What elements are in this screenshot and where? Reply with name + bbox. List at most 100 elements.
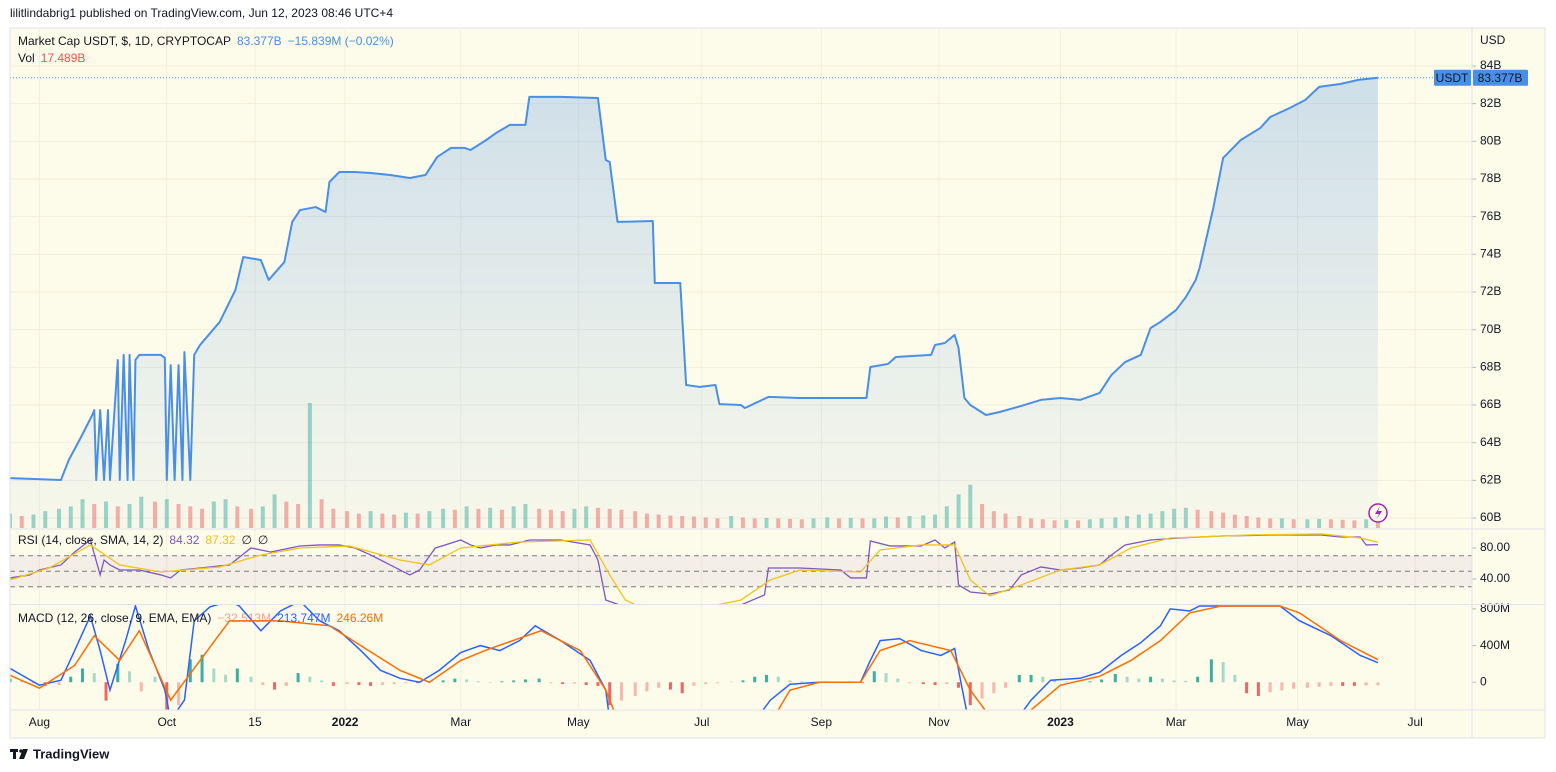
histogram-bar bbox=[1221, 662, 1225, 683]
y-tick-label: 70B bbox=[1480, 322, 1501, 336]
histogram-bar bbox=[633, 682, 637, 696]
legend-title: Vol bbox=[18, 51, 35, 65]
legend-title: MACD (12, 26, close, 9, EMA, EMA) bbox=[18, 611, 211, 625]
histogram-bar bbox=[1184, 680, 1188, 683]
histogram-bar bbox=[1292, 682, 1296, 689]
legend-value: 87.32 bbox=[205, 533, 235, 547]
histogram-bar bbox=[1160, 678, 1164, 683]
histogram-bar bbox=[1149, 676, 1153, 683]
footer-brand: TradingView bbox=[33, 746, 110, 761]
histogram-bar bbox=[235, 668, 239, 683]
legend-na: ∅ bbox=[241, 533, 251, 547]
histogram-bar bbox=[1233, 674, 1237, 683]
histogram-bar bbox=[224, 674, 228, 683]
histogram-bar bbox=[357, 682, 361, 685]
histogram-bar bbox=[1341, 682, 1345, 686]
histogram-bar bbox=[1364, 682, 1368, 686]
histogram-bar bbox=[1172, 680, 1176, 683]
x-tick-label: Mar bbox=[450, 715, 471, 729]
histogram-bar bbox=[1376, 682, 1380, 686]
histogram-bar bbox=[81, 668, 85, 683]
histogram-bar bbox=[692, 682, 696, 686]
histogram-bar bbox=[608, 682, 612, 706]
histogram-bar bbox=[500, 681, 504, 683]
histogram-bar bbox=[1064, 681, 1068, 683]
histogram-bar bbox=[1017, 674, 1021, 683]
histogram-bar bbox=[1305, 682, 1309, 688]
logo-part bbox=[13, 749, 16, 759]
histogram-bar bbox=[619, 682, 623, 701]
histogram-bar bbox=[584, 682, 588, 685]
histogram-bar bbox=[968, 682, 972, 706]
y-tick-label: 0 bbox=[1480, 674, 1487, 688]
histogram-bar bbox=[1100, 679, 1104, 683]
y-tick-label: 72B bbox=[1480, 284, 1501, 298]
macd-legend: MACD (12, 26, close, 9, EMA, EMA) −32.513… bbox=[18, 611, 383, 625]
histogram-bar bbox=[512, 680, 516, 683]
y-tick-label: 62B bbox=[1480, 473, 1501, 487]
rsi-legend: RSI (14, close, SMA, 14, 2) 84.32 87.32 ∅ ∅ bbox=[18, 533, 268, 547]
price-tag-name: USDT bbox=[1436, 71, 1469, 85]
histogram-bar bbox=[139, 682, 143, 692]
x-tick-label: Jul bbox=[1407, 715, 1422, 729]
histogram-bar bbox=[165, 682, 169, 710]
legend-value: 83.377B bbox=[237, 34, 282, 48]
histogram-bar bbox=[549, 682, 553, 684]
axis-unit: USD bbox=[1480, 33, 1506, 47]
y-tick-label: 76B bbox=[1480, 209, 1501, 223]
histogram-bar bbox=[1041, 676, 1045, 683]
y-tick-label: 80.00 bbox=[1480, 540, 1510, 554]
histogram-bar bbox=[177, 682, 181, 706]
alert-bolt bbox=[1375, 506, 1382, 520]
histogram-bar bbox=[1329, 682, 1333, 686]
histogram-bar bbox=[741, 680, 745, 683]
histogram-bar bbox=[453, 678, 457, 683]
area-fill bbox=[10, 77, 1378, 528]
histogram-bar bbox=[1004, 682, 1008, 688]
volume-bar bbox=[1375, 519, 1380, 528]
histogram-bar bbox=[380, 682, 384, 685]
histogram-bar bbox=[345, 682, 349, 685]
histogram-bar bbox=[596, 682, 600, 686]
x-tick-label: Oct bbox=[157, 715, 176, 729]
y-tick-label: 800M bbox=[1480, 601, 1510, 615]
histogram-bar bbox=[331, 682, 335, 686]
time-axis-background bbox=[10, 710, 1472, 738]
y-tick-label: 78B bbox=[1480, 171, 1501, 185]
histogram-bar bbox=[69, 676, 73, 683]
macd-line bbox=[10, 605, 1379, 710]
histogram-bar bbox=[1196, 676, 1200, 683]
legend-value: 246.26M bbox=[336, 611, 383, 625]
histogram-bar bbox=[392, 682, 396, 685]
y-tick-label: 84B bbox=[1480, 58, 1501, 72]
histogram-bar bbox=[980, 682, 984, 699]
legend-title: RSI (14, close, SMA, 14, 2) bbox=[18, 533, 163, 547]
y-tick-label: 400M bbox=[1480, 638, 1510, 652]
y-tick-label: 80B bbox=[1480, 133, 1501, 147]
publish-header: lilitlindabrig1 published on TradingView… bbox=[10, 6, 393, 20]
y-tick-label: 68B bbox=[1480, 360, 1501, 374]
histogram-bar bbox=[1268, 682, 1272, 693]
histogram-bar bbox=[188, 659, 192, 683]
price-tag: 83.377B bbox=[1478, 71, 1523, 85]
histogram-bar bbox=[261, 682, 265, 685]
histogram-bar bbox=[561, 682, 565, 685]
histogram-bar bbox=[104, 682, 108, 701]
footer-logo bbox=[10, 749, 28, 759]
x-tick-label: 15 bbox=[248, 715, 262, 729]
histogram-bar bbox=[1256, 682, 1260, 696]
main-legend: Market Cap USDT, $, 1D, CRYPTOCAP 83.377B… bbox=[18, 34, 394, 48]
histogram-bar bbox=[92, 673, 96, 683]
histogram-bar bbox=[884, 673, 888, 683]
price-tag-bg bbox=[1473, 69, 1528, 86]
histogram-bar bbox=[764, 674, 768, 683]
histogram-bar bbox=[1137, 678, 1141, 683]
rsi-pane bbox=[10, 533, 1472, 604]
histogram-bar bbox=[680, 682, 684, 694]
x-tick-label: 2023 bbox=[1047, 715, 1074, 729]
y-tick-label: 66B bbox=[1480, 397, 1501, 411]
histogram-bar bbox=[715, 682, 719, 684]
histogram-bar bbox=[308, 676, 312, 683]
histogram-bar bbox=[704, 682, 708, 685]
